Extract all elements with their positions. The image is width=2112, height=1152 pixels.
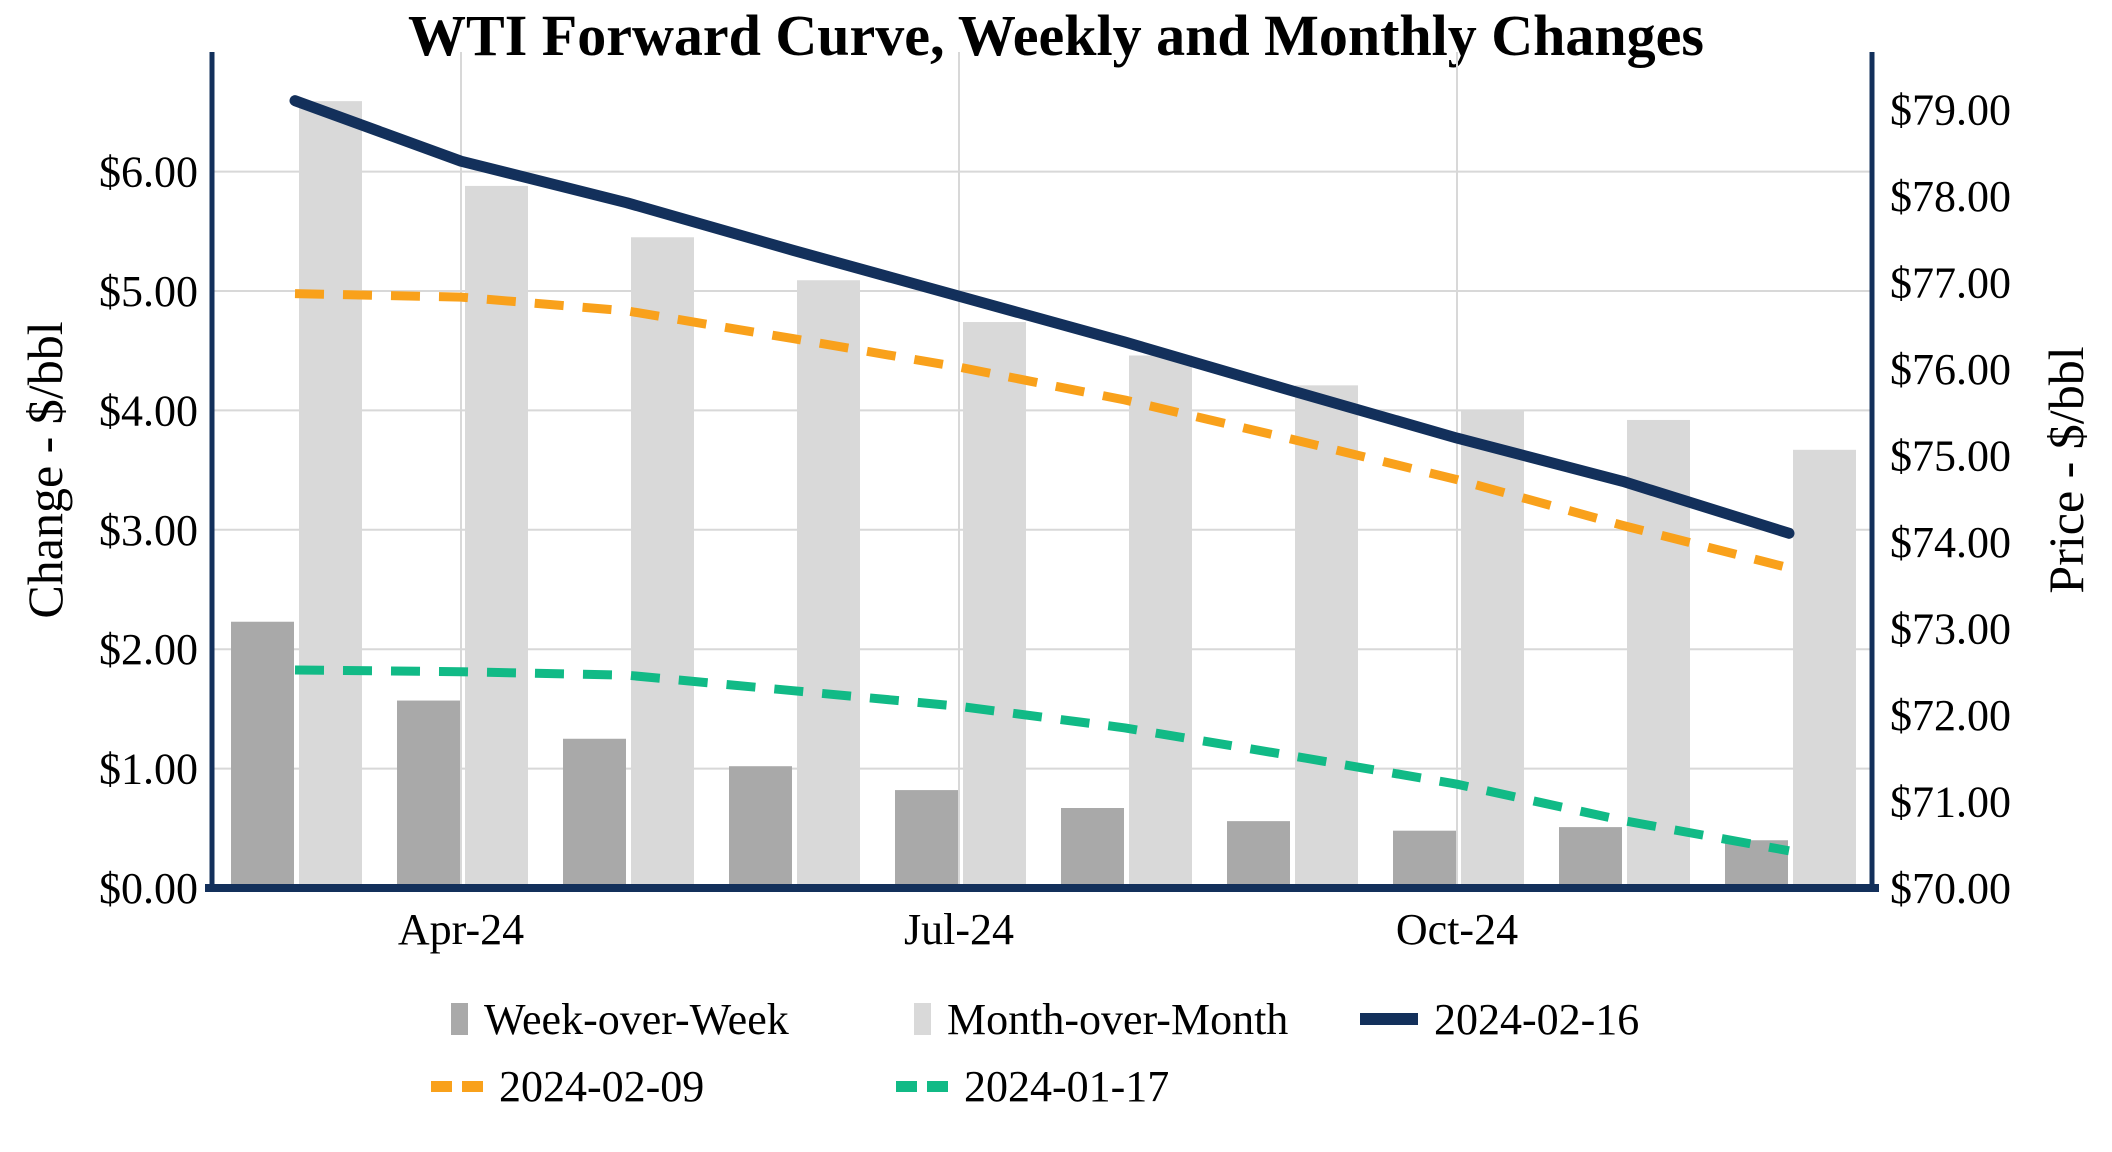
right-tick-label: $78.00 [1890,172,2011,221]
solid-line-swatch-icon [1360,1013,1418,1025]
bar-week-over-week [397,700,460,888]
bar-month-over-month [797,280,860,888]
right-tick-label: $77.00 [1890,258,2011,307]
legend-item-week-over-week: Week-over-Week [451,993,789,1045]
week-over-week-swatch-icon [451,1003,468,1035]
left-tick-label: $6.00 [99,148,198,197]
bar-week-over-week [563,738,626,888]
orange-dash-swatch-icon [431,1080,483,1092]
bar-month-over-month [631,237,694,888]
left-tick-label: $2.00 [99,625,198,674]
legend-item-month-over-month: Month-over-Month [914,993,1288,1045]
bar-week-over-week [1227,821,1290,888]
x-tick-label: Jul-24 [904,905,1014,954]
right-tick-label: $70.00 [1890,864,2011,913]
bar-week-over-week [895,790,958,888]
bar-month-over-month [963,322,1026,888]
chart-title: WTI Forward Curve, Weekly and Monthly Ch… [408,3,1704,68]
bar-month-over-month [465,185,528,889]
legend-label-week-over-week: Week-over-Week [484,994,789,1044]
line-2024-02-16 [289,95,1795,539]
right-tick-label: $71.00 [1890,777,2011,826]
x-tick-label: Apr-24 [398,905,524,954]
month-over-month-swatch-icon [914,1003,931,1035]
left-tick-label: $1.00 [99,745,198,794]
left-tick-label: $0.00 [99,864,198,913]
left-tick-label: $4.00 [99,386,198,435]
legend-label-2024-02-09: 2024-02-09 [499,1061,705,1111]
legend-label-2024-01-17: 2024-01-17 [964,1061,1170,1111]
bar-month-over-month [299,101,362,889]
bar-week-over-week [1393,830,1456,888]
bar-month-over-month [1295,385,1358,888]
right-tick-label: $75.00 [1890,431,2011,480]
legend-item-2024-02-09: 2024-02-09 [431,1060,704,1112]
bar-week-over-week [1559,827,1622,888]
right-tick-label: $76.00 [1890,345,2011,394]
legend-item-2024-02-16: 2024-02-16 [1360,993,1639,1045]
bar-week-over-week [729,766,792,888]
right-tick-label: $79.00 [1890,85,2011,134]
right-tick-label: $72.00 [1890,691,2011,740]
right-tick-label: $74.00 [1890,518,2011,567]
line-2024-01-17 [294,665,1790,856]
bar-month-over-month [1129,355,1192,888]
legend-label-month-over-month: Month-over-Month [947,994,1289,1044]
bar-week-over-week [231,621,294,888]
bar-week-over-week [1061,808,1124,888]
left-tick-label: $3.00 [99,506,198,555]
green-dash-swatch-icon [896,1080,948,1092]
left-tick-label: $5.00 [99,267,198,316]
bar-month-over-month [1793,449,1856,888]
legend-item-2024-01-17: 2024-01-17 [896,1060,1169,1112]
line-2024-02-09 [294,289,1791,573]
right-tick-label: $73.00 [1890,604,2011,653]
bar-month-over-month [1461,410,1524,888]
legend-label-2024-02-16: 2024-02-16 [1434,994,1640,1044]
x-tick-label: Oct-24 [1396,905,1518,954]
